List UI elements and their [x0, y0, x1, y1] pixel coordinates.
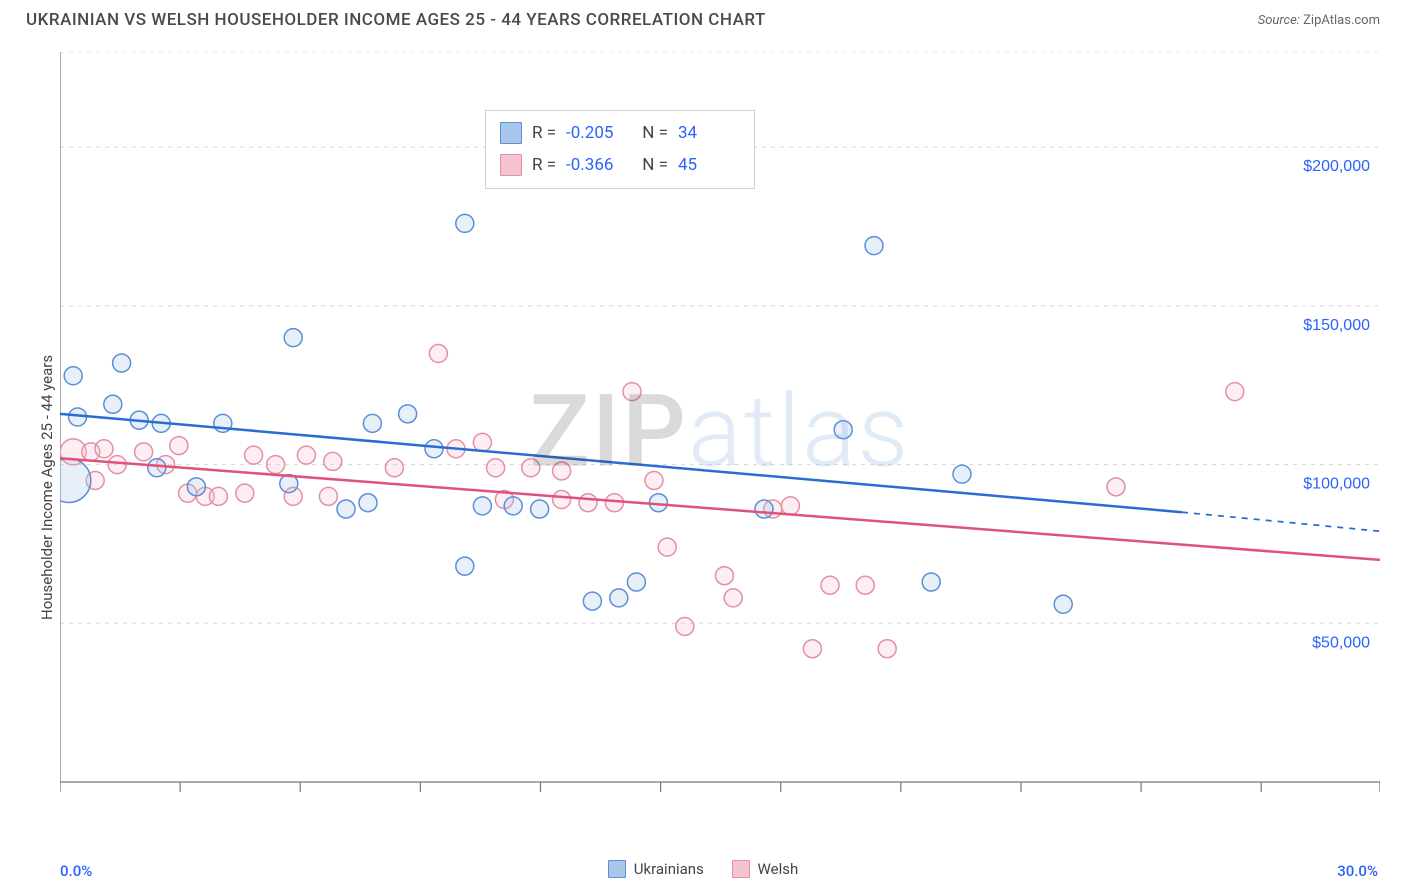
chart-container: UKRAINIAN VS WELSH HOUSEHOLDER INCOME AG…	[0, 0, 1406, 892]
legend-label-ukrainians: Ukrainians	[634, 860, 704, 878]
n-value-welsh: 45	[678, 149, 740, 181]
stats-legend: R = -0.205 N = 34 R = -0.366 N = 45	[485, 110, 755, 189]
r-value-ukrainians: -0.205	[566, 117, 628, 149]
chart-area: $50,000$100,000$150,000$200,000 ZIPatlas…	[60, 52, 1380, 812]
r-label: R =	[532, 149, 556, 181]
n-label: N =	[638, 117, 668, 149]
n-value-ukrainians: 34	[678, 117, 740, 149]
stats-row-welsh: R = -0.366 N = 45	[500, 149, 740, 181]
legend-label-welsh: Welsh	[758, 860, 799, 878]
swatch-welsh	[732, 860, 750, 878]
legend-item-ukrainians: Ukrainians	[608, 860, 704, 878]
series-legend: Ukrainians Welsh	[0, 860, 1406, 882]
svg-text:$200,000: $200,000	[1303, 158, 1370, 175]
swatch-ukrainians	[500, 122, 522, 144]
swatch-ukrainians	[608, 860, 626, 878]
swatch-welsh	[500, 154, 522, 176]
source-label: Source:	[1258, 13, 1303, 28]
title-bar: UKRAINIAN VS WELSH HOUSEHOLDER INCOME AG…	[0, 0, 1406, 38]
r-value-welsh: -0.366	[566, 149, 628, 181]
r-label: R =	[532, 117, 556, 149]
n-label: N =	[638, 149, 668, 181]
y-axis-label: Householder Income Ages 25 - 44 years	[38, 355, 56, 620]
source-attribution: Source: ZipAtlas.com	[1258, 13, 1380, 28]
source-value: ZipAtlas.com	[1303, 13, 1380, 28]
legend-item-welsh: Welsh	[732, 860, 799, 878]
stats-row-ukrainians: R = -0.205 N = 34	[500, 117, 740, 149]
svg-text:$50,000: $50,000	[1312, 634, 1370, 651]
svg-text:$100,000: $100,000	[1303, 476, 1370, 493]
svg-text:$150,000: $150,000	[1303, 317, 1370, 334]
chart-title: UKRAINIAN VS WELSH HOUSEHOLDER INCOME AG…	[26, 10, 766, 30]
